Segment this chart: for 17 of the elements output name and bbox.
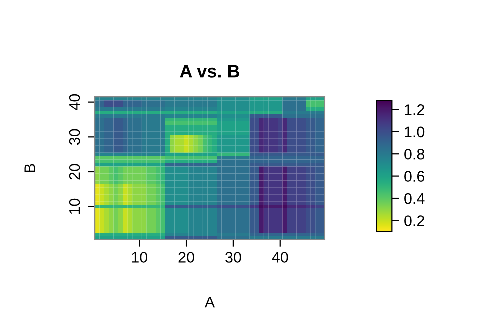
color-bar-label: 1.2 <box>405 104 424 116</box>
y-tick-label: 30 <box>69 129 80 146</box>
chart-title: A vs. B <box>180 65 240 78</box>
x-axis-title: A <box>204 297 216 308</box>
color-bar-label: 1.0 <box>405 126 425 138</box>
y-tick-label: 10 <box>69 198 80 214</box>
x-tick-label: 30 <box>226 252 242 263</box>
color-bar-label: 0.4 <box>404 193 425 204</box>
color-bar-label: 0.2 <box>404 216 424 226</box>
x-tick-label: 10 <box>132 252 148 263</box>
color-bar-label: 0.8 <box>404 148 425 160</box>
y-axis-title: B <box>24 164 36 172</box>
x-tick-label: 40 <box>272 252 288 263</box>
x-tick-label: 20 <box>178 252 194 263</box>
y-tick-label: 40 <box>69 94 80 110</box>
color-bar-label: 0.6 <box>404 171 425 182</box>
y-tick-label: 20 <box>69 164 80 180</box>
